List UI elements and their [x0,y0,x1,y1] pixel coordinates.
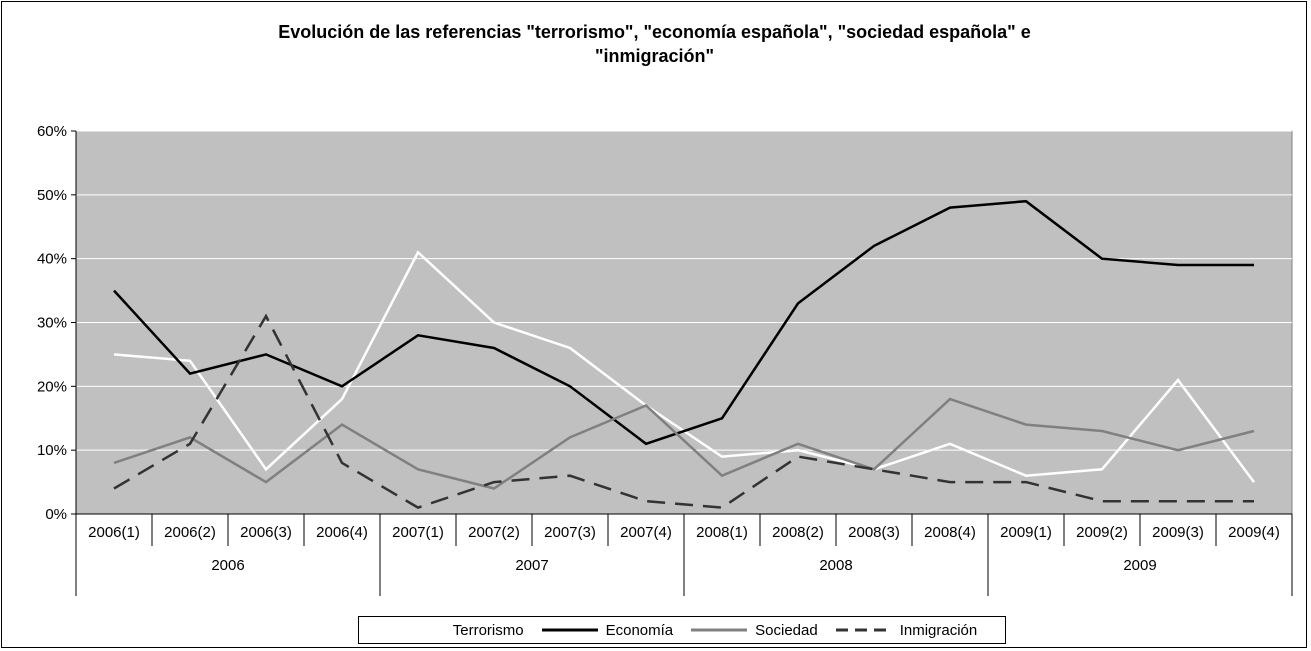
group-label: 2007 [515,557,548,574]
chart-title: Evolución de las referencias "terrorismo… [0,20,1309,68]
x-tick-label: 2008(1) [696,524,748,541]
x-tick-label: 2006(3) [240,524,292,541]
x-tick-label: 2008(2) [772,524,824,541]
x-tick-label: 2009(4) [1228,524,1280,541]
legend-item-terrorismo: Terrorismo [387,622,524,639]
chart-legend: Terrorismo Economía Sociedad Inmigración [358,616,1006,644]
y-tick-label: 60% [37,123,67,140]
x-tick-label: 2006(2) [164,524,216,541]
x-tick-label: 2007(2) [468,524,520,541]
legend-item-economia: Economía [540,621,674,639]
chart-title-line-2: "inmigración" [594,46,715,66]
group-label: 2006 [211,557,244,574]
legend-item-sociedad: Sociedad [689,622,818,639]
series-line-sociedad [113,397,1255,490]
x-tick-label: 2009(1) [1000,524,1052,541]
group-label: 2008 [819,557,852,574]
y-tick-label: 10% [37,442,67,459]
x-tick-label: 2008(4) [924,524,976,541]
x-tick-label: 2009(2) [1076,524,1128,541]
legend-swatch-sociedad [691,628,748,632]
y-tick-label: 30% [37,315,67,332]
x-tick-label: 2007(1) [392,524,444,541]
y-tick-label: 20% [37,378,67,395]
legend-swatch-inmigracion [835,628,892,632]
legend-item-inmigracion: Inmigración [834,621,978,639]
legend-swatch-economia [541,628,598,632]
legend-label-terrorismo: Terrorismo [452,621,524,639]
x-tick-label: 2007(3) [544,524,596,541]
legend-label-economia: Economía [605,621,674,639]
y-tick-label: 40% [37,251,67,268]
y-tick-label: 50% [37,187,67,204]
legend-label-inmigracion: Inmigración [899,621,978,639]
x-tick-label: 2006(1) [88,524,140,541]
x-tick-label: 2006(4) [316,524,368,541]
group-label: 2009 [1123,557,1156,574]
x-tick-label: 2009(3) [1152,524,1204,541]
series-line-inmigracion [113,313,1254,509]
y-tick-label: 0% [45,506,67,523]
x-tick-label: 2007(4) [620,524,672,541]
legend-label-sociedad: Sociedad [755,621,818,639]
x-tick-label: 2008(3) [848,524,900,541]
series-line-economia [113,199,1254,446]
chart-title-line-1: Evolución de las referencias "terrorismo… [278,22,1031,42]
legend-swatch-terrorismo [388,628,445,632]
